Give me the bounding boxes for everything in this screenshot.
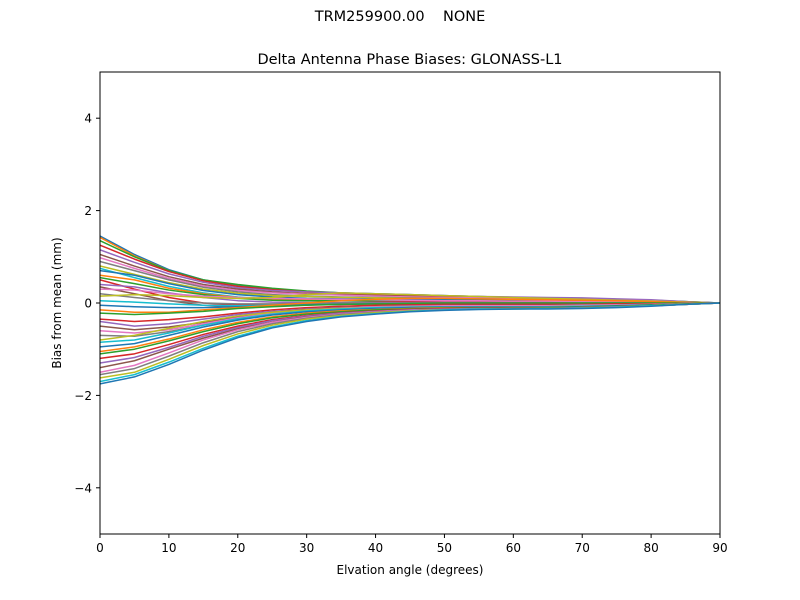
- y-tick-label: 4: [84, 112, 92, 126]
- x-tick-label: 40: [368, 541, 383, 555]
- y-tick-label: −2: [74, 389, 92, 403]
- y-axis: −4 −2 0 2 4: [74, 112, 100, 495]
- series-line-23: [100, 302, 720, 316]
- x-tick-label: 0: [96, 541, 104, 555]
- x-axis-label: Elvation angle (degrees): [337, 563, 484, 577]
- chart-title: Delta Antenna Phase Biases: GLONASS-L1: [257, 52, 562, 68]
- series-line-40: [100, 302, 720, 383]
- x-tick-label: 30: [299, 541, 314, 555]
- x-tick-label: 60: [506, 541, 521, 555]
- x-tick-label: 20: [230, 541, 245, 555]
- series-lines: [100, 235, 720, 385]
- figure-suptitle: TRM259900.00 NONE: [314, 9, 486, 25]
- series-line-22: [100, 297, 720, 313]
- x-tick-label: 80: [643, 541, 658, 555]
- series-line-36: [100, 302, 720, 369]
- x-axis: 0 10 20 30 40 50 60 70 80 90: [96, 534, 728, 555]
- series-line-24: [100, 302, 720, 323]
- series-line-41: [100, 302, 720, 385]
- x-tick-label: 70: [575, 541, 590, 555]
- y-axis-label: Bias from mean (mm): [50, 237, 64, 368]
- y-tick-label: 0: [84, 297, 92, 311]
- series-line-27: [100, 302, 720, 334]
- x-tick-label: 50: [437, 541, 452, 555]
- y-tick-label: −4: [74, 481, 92, 495]
- y-tick-label: 2: [84, 204, 92, 218]
- series-line-39: [100, 302, 720, 379]
- series-line-17: [100, 288, 720, 304]
- x-tick-label: 90: [712, 541, 727, 555]
- x-tick-label: 10: [161, 541, 176, 555]
